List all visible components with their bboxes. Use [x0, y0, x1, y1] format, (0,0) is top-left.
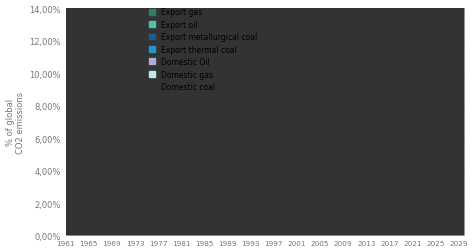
Legend: Export gas, Export oil, Export metallurgical coal, Export thermal coal, Domestic: Export gas, Export oil, Export metallurg… [149, 8, 258, 91]
Y-axis label: % of global
CO2 emissions: % of global CO2 emissions [6, 91, 25, 153]
